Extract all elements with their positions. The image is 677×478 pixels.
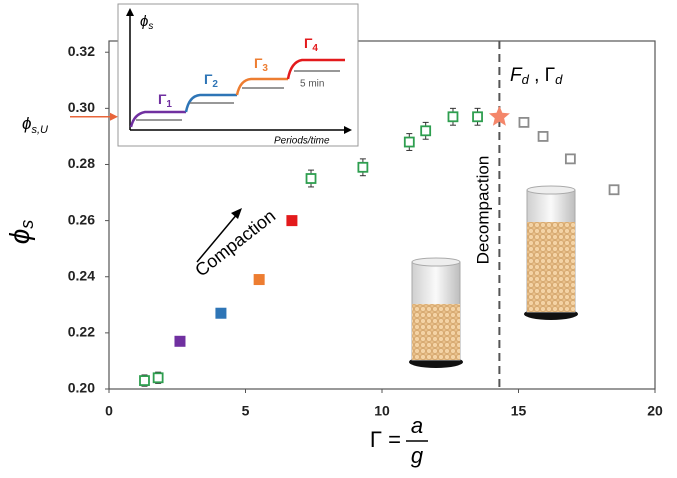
- marker: [519, 118, 528, 127]
- marker: [174, 336, 185, 347]
- gamma-sub: 1: [166, 99, 172, 110]
- phi-su-symbol: ϕ: [22, 114, 31, 133]
- decompaction-label: Decompaction: [473, 156, 492, 265]
- marker: [448, 112, 457, 121]
- phi-su-label: ϕs,U: [22, 114, 48, 135]
- gamma-sub: 2: [212, 79, 218, 90]
- marker: [610, 185, 619, 194]
- y-tick-label: 0.26: [68, 211, 95, 227]
- phi-su-sub: s,U: [31, 124, 48, 136]
- marker: [539, 132, 548, 141]
- marker: [566, 154, 575, 163]
- x-axis-label-den: g: [411, 443, 424, 468]
- marker: [215, 308, 226, 319]
- y-tick-label: 0.20: [68, 380, 95, 396]
- fd-sub: d: [555, 72, 563, 87]
- inset: ϕs Γ1 Γ2 Γ3 Γ4 5 min Periods/time: [118, 4, 358, 147]
- marker: [358, 163, 367, 172]
- x-axis-label-num: a: [411, 413, 423, 438]
- y-tick-label: 0.30: [68, 99, 95, 115]
- gamma-sub: 3: [262, 63, 268, 74]
- small-cylinder: [409, 258, 463, 368]
- x-tick-label: 5: [242, 403, 250, 419]
- large-cylinder: [524, 186, 578, 320]
- y-axis-label-sub: s: [17, 220, 37, 229]
- chart: 0.200.220.240.260.280.300.3205101520ϕsΓ …: [0, 0, 677, 478]
- gamma-sub: 4: [312, 43, 318, 54]
- x-tick-label: 0: [105, 403, 113, 419]
- marker: [154, 373, 163, 382]
- marker: [254, 274, 265, 285]
- y-tick-label: 0.32: [68, 43, 95, 59]
- fd-label: Fd , Γd: [510, 65, 563, 87]
- marker: [405, 138, 414, 147]
- y-tick-label: 0.24: [68, 267, 95, 283]
- inset-box: [118, 4, 358, 146]
- marker: [421, 126, 430, 135]
- y-axis-label: ϕs: [4, 220, 36, 245]
- y-axis-label-symbol: ϕ: [4, 229, 35, 245]
- marker: [473, 112, 482, 121]
- y-tick-label: 0.22: [68, 324, 95, 340]
- compaction-arrowhead: [231, 208, 242, 219]
- marker: [307, 174, 316, 183]
- phi-su-arrowhead: [110, 113, 118, 121]
- x-tick-label: 20: [647, 403, 663, 419]
- inset-xlabel: Periods/time: [274, 136, 330, 147]
- marker: [286, 215, 297, 226]
- y-tick-label: 0.28: [68, 155, 95, 171]
- x-tick-label: 15: [511, 403, 527, 419]
- x-tick-label: 10: [374, 403, 390, 419]
- marker: [140, 376, 149, 385]
- fd-sep: , Γ: [529, 65, 555, 86]
- x-axis-label: Γ =: [370, 427, 401, 452]
- inset-duration: 5 min: [300, 79, 324, 90]
